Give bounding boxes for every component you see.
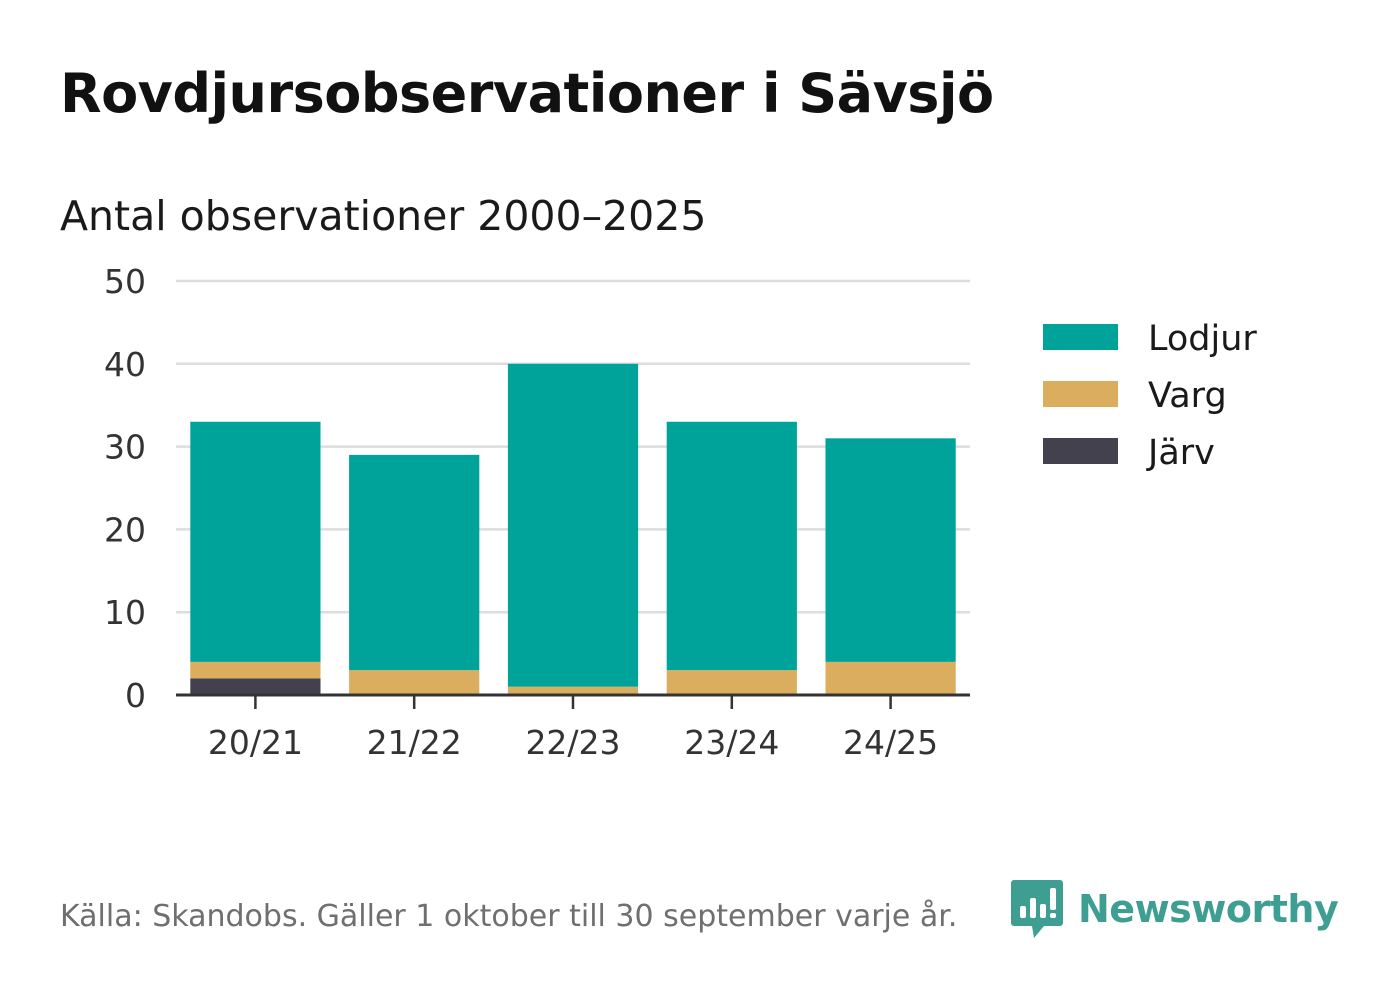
brand-name: Newsworthy xyxy=(1078,887,1339,931)
legend-swatch-jarv xyxy=(1043,438,1118,464)
y-tick-label: 20 xyxy=(104,510,146,549)
legend-label-jarv: Järv xyxy=(1146,433,1215,473)
bar-varg-21-22 xyxy=(349,670,480,695)
bar-lodjur-20-21 xyxy=(190,421,321,662)
x-tick-label: 21/22 xyxy=(367,723,462,762)
bar-jarv-20-21 xyxy=(190,678,321,695)
bar-varg-24-25 xyxy=(825,661,956,695)
chart-title: Rovdjursobservationer i Sävsjö xyxy=(60,62,994,125)
bar-lodjur-23-24 xyxy=(666,421,797,671)
bar-varg-20-21 xyxy=(190,661,321,679)
axes: 0 10 20 30 40 50 20/21 21/22 22/23 23/24 24/25 xyxy=(104,262,970,762)
x-tick-label: 24/25 xyxy=(843,723,938,762)
y-tick-label: 50 xyxy=(104,262,146,301)
newsworthy-logo-icon xyxy=(1011,880,1063,938)
legend-label-lodjur: Lodjur xyxy=(1148,319,1257,359)
legend-swatch-varg xyxy=(1043,381,1118,407)
chart-subtitle: Antal observationer 2000–2025 xyxy=(60,192,707,240)
bar-lodjur-21-22 xyxy=(349,454,480,671)
y-tick-label: 10 xyxy=(104,593,146,632)
bar-lodjur-24-25 xyxy=(825,438,956,662)
source-note: Källa: Skandobs. Gäller 1 oktober till 3… xyxy=(60,899,958,934)
y-tick-label: 30 xyxy=(104,428,146,467)
bar-varg-23-24 xyxy=(666,670,797,695)
bar-varg-22-23 xyxy=(507,686,639,695)
legend-swatch-lodjur xyxy=(1043,324,1118,350)
bar-lodjur-22-23 xyxy=(507,363,639,687)
y-tick-label: 40 xyxy=(104,345,146,384)
x-tick-label: 20/21 xyxy=(208,723,303,762)
bars xyxy=(190,363,956,695)
x-tick-label: 22/23 xyxy=(525,723,620,762)
newsworthy-logo[interactable]: Newsworthy xyxy=(1010,878,1339,940)
legend: Lodjur Varg Järv xyxy=(1043,319,1257,473)
x-tick-label: 23/24 xyxy=(684,723,779,762)
y-tick-label: 0 xyxy=(125,676,146,715)
legend-label-varg: Varg xyxy=(1148,376,1227,416)
